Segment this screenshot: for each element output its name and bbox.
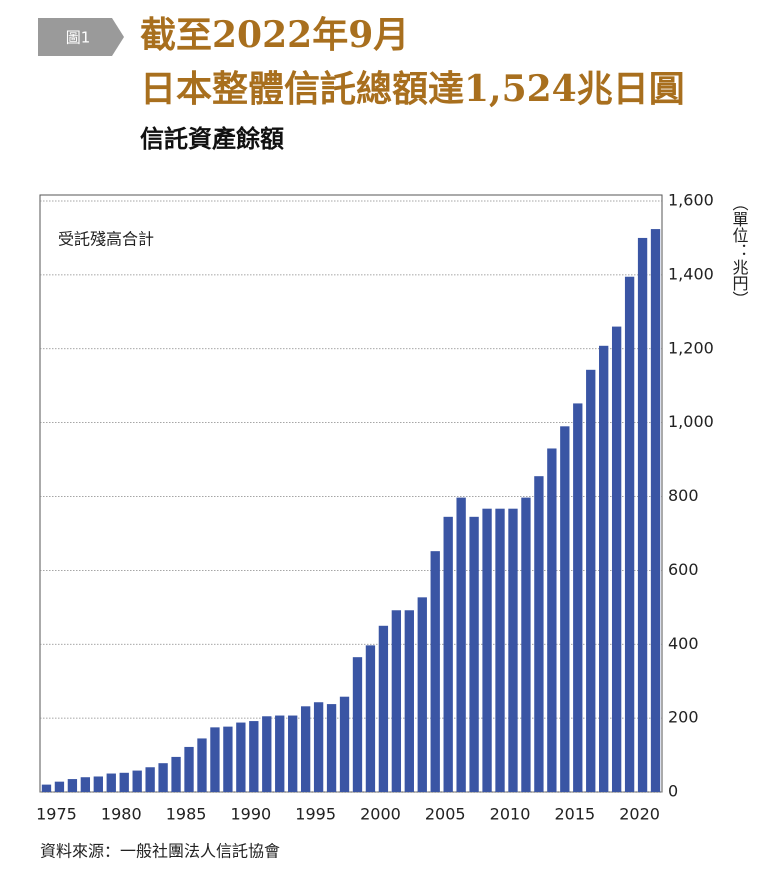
- bar: [521, 497, 531, 792]
- bar: [443, 516, 453, 792]
- bar: [365, 645, 376, 792]
- y-tick-label: 0: [668, 782, 678, 801]
- x-tick-label: 2020: [619, 805, 660, 824]
- bar: [262, 716, 272, 792]
- bar: [534, 476, 544, 792]
- chart-title: 日本整體信託總額達1,524兆日圓: [140, 68, 685, 110]
- x-tick-label: 1975: [36, 805, 77, 824]
- bar: [80, 777, 91, 792]
- bar: [54, 781, 65, 792]
- badge: [38, 18, 124, 56]
- bar: [482, 508, 492, 792]
- y-tick-label: 800: [668, 486, 699, 505]
- bar: [119, 772, 129, 792]
- bar: [145, 767, 155, 792]
- bar: [326, 704, 337, 792]
- y-tick-label: 1,000: [668, 412, 714, 431]
- bar: [275, 715, 285, 792]
- bar: [573, 403, 583, 792]
- bar: [469, 516, 479, 792]
- chart-subtitle: 信託資產餘額: [140, 125, 284, 153]
- bar: [106, 773, 116, 792]
- x-tick-label: 2000: [360, 805, 401, 824]
- bar: [508, 508, 518, 792]
- bar: [650, 229, 661, 792]
- bar: [430, 551, 440, 792]
- bar: [67, 779, 78, 792]
- bar: [456, 497, 466, 792]
- bar: [599, 345, 609, 792]
- bar: [41, 784, 52, 792]
- y-tick-label: 200: [668, 708, 699, 727]
- y-tick-label: 1,600: [668, 191, 714, 210]
- y-tick-label: 600: [668, 560, 699, 579]
- bar: [197, 738, 207, 792]
- bar: [223, 726, 233, 792]
- x-tick-label: 1980: [101, 805, 142, 824]
- annotation: 受託殘高合計: [58, 230, 154, 249]
- x-tick-label: 1995: [295, 805, 336, 824]
- x-tick-label: 1985: [166, 805, 207, 824]
- x-tick-label: 2005: [425, 805, 466, 824]
- x-tick-label: 2010: [490, 805, 531, 824]
- bar: [249, 721, 259, 792]
- bar: [288, 715, 298, 792]
- bar: [378, 625, 389, 792]
- bar: [300, 706, 311, 792]
- bar: [611, 326, 622, 792]
- y-tick-label: 1,400: [668, 264, 714, 283]
- bar: [495, 508, 505, 792]
- bar: [210, 727, 220, 792]
- bar: [184, 746, 194, 792]
- bar: [339, 696, 350, 792]
- x-tick-label: 1990: [230, 805, 271, 824]
- y-tick-label: 400: [668, 634, 699, 653]
- bar: [236, 722, 246, 792]
- bar: [158, 763, 168, 792]
- bar: [132, 770, 142, 792]
- bar: [391, 610, 402, 792]
- plot-frame: [39, 194, 663, 793]
- bar: [171, 756, 181, 792]
- bar: [93, 776, 103, 792]
- badge-text: 圖1: [66, 29, 91, 47]
- bar: [560, 426, 570, 792]
- bar: [547, 448, 557, 792]
- bar: [352, 657, 363, 792]
- x-tick-label: 2015: [554, 805, 595, 824]
- bar: [404, 610, 414, 792]
- source: 資料來源：一般社團法人信託協會: [40, 842, 280, 861]
- bar: [624, 276, 635, 792]
- unit-label: （單位：兆円）: [730, 195, 749, 307]
- bar: [637, 237, 648, 792]
- bar: [417, 597, 427, 792]
- y-tick-label: 1,200: [668, 338, 714, 357]
- chart-title: 截至2022年9月: [140, 14, 409, 56]
- bar: [586, 369, 596, 792]
- bar: [313, 702, 324, 792]
